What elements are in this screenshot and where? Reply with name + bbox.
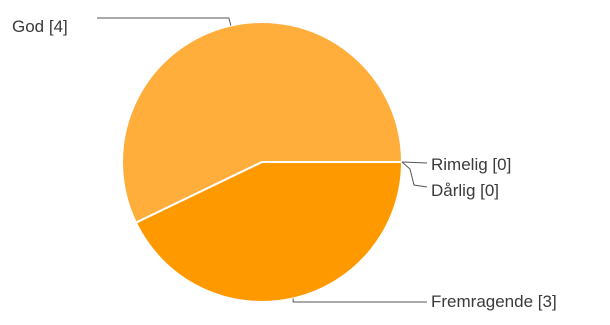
pie-slice-god bbox=[121, 21, 404, 225]
slice-label-god: God [4] bbox=[12, 17, 68, 36]
leader-line-rimelig bbox=[401, 161, 428, 164]
leader-line-darlig bbox=[401, 161, 428, 188]
slices-group bbox=[121, 21, 404, 303]
leader-line-god bbox=[97, 17, 232, 26]
leader-lines-group bbox=[97, 17, 428, 303]
slice-label-rimelig: Rimelig [0] bbox=[431, 155, 511, 174]
labels-group: God [4] Fremragende [3] Rimelig [0] Dårlig … bbox=[12, 17, 557, 311]
slice-label-fremragende: Fremragende [3] bbox=[431, 292, 557, 311]
pie-slice-fremragende bbox=[134, 161, 404, 303]
slice-label-darlig: Dårlig [0] bbox=[431, 181, 499, 200]
leader-line-fremragende bbox=[292, 298, 427, 303]
